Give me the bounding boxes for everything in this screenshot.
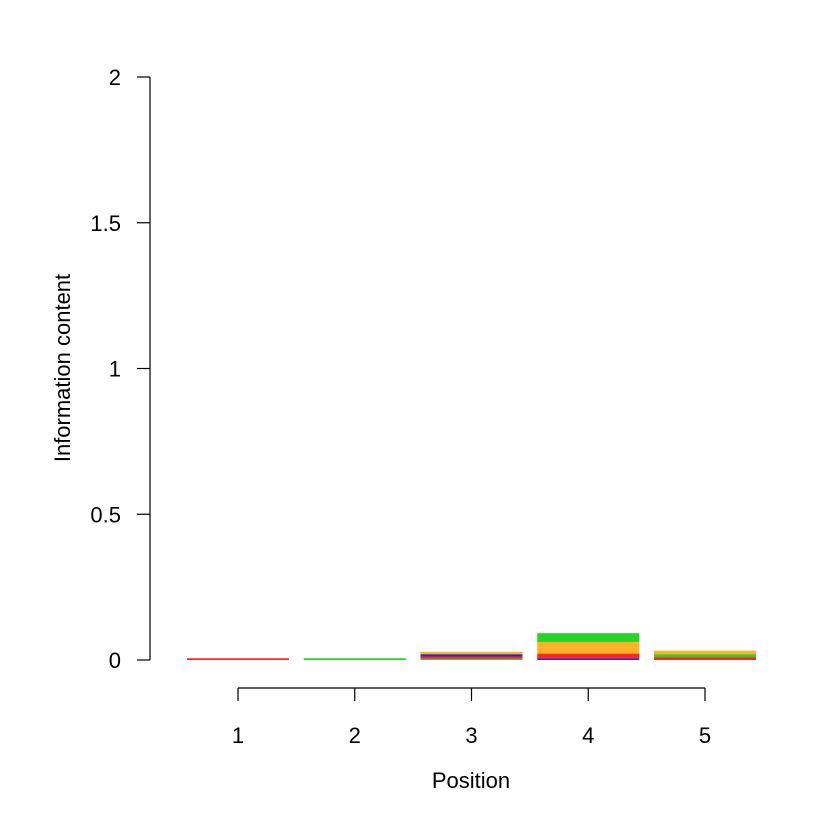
y-tick-label: 0	[109, 648, 121, 673]
y-tick-label: 0.5	[90, 502, 121, 527]
logo-letter-T	[420, 656, 523, 659]
x-tick-label: 5	[699, 723, 711, 748]
logo-letter-A	[537, 633, 640, 642]
logo-letter-T	[187, 658, 289, 660]
x-tick-label: 3	[465, 723, 477, 748]
y-tick-label: 2	[109, 65, 121, 90]
logo-letter-A	[654, 654, 756, 658]
y-tick-label: 1.5	[90, 211, 121, 236]
logo-letter-A	[420, 658, 523, 660]
x-tick-label: 1	[232, 723, 244, 748]
x-tick-label: 2	[349, 723, 361, 748]
x-axis-title: Position	[432, 768, 510, 793]
y-axis-title: Information content	[50, 274, 75, 462]
x-tick-label: 4	[582, 723, 594, 748]
logo-letter-G	[654, 650, 756, 655]
logo-letter-C	[537, 658, 640, 660]
logo-letter-T	[537, 653, 640, 659]
y-axis-ticks: 0 0.5 1 1.5 2	[90, 65, 150, 673]
logo-letter-stacks	[187, 633, 756, 660]
logo-letter-A	[303, 658, 406, 660]
logo-letter-C	[420, 654, 523, 657]
logo-letter-T	[654, 657, 756, 660]
logo-letter-G	[537, 647, 640, 654]
y-tick-label: 1	[109, 357, 121, 382]
logo-letter-G	[537, 641, 640, 648]
x-axis-ticks: 1 2 3 4 5	[232, 688, 711, 748]
logo-letter-G	[420, 651, 523, 655]
